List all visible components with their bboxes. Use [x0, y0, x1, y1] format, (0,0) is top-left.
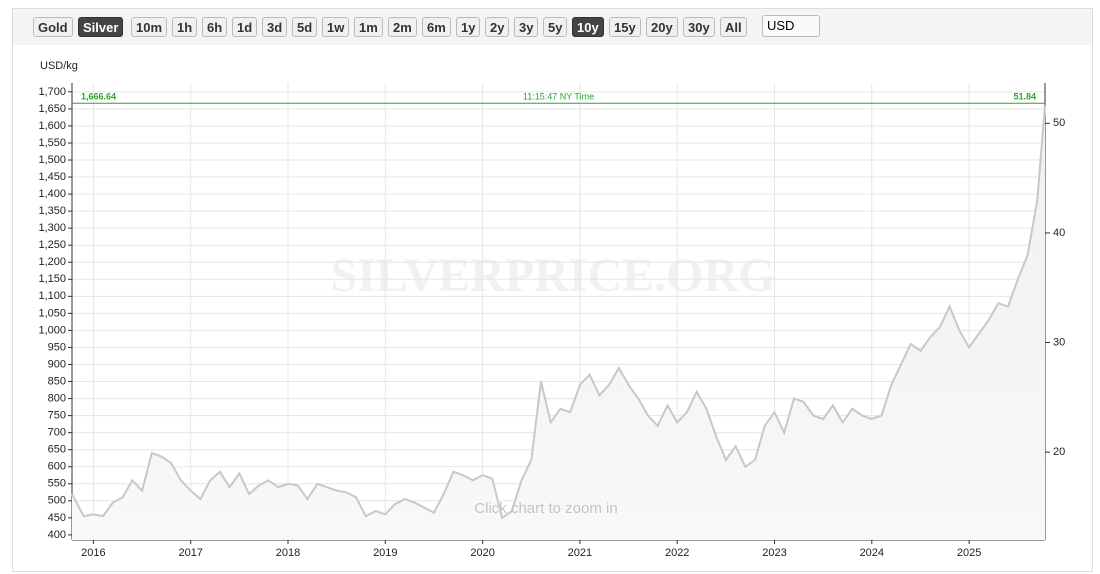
range-button[interactable]: 30y — [683, 17, 715, 37]
price-line — [71, 105, 1046, 520]
range-button[interactable]: 20y — [646, 17, 678, 37]
range-button[interactable]: 2y — [485, 17, 510, 37]
y-tick-label: 650 — [48, 444, 66, 456]
y-tick-label: 600 — [48, 461, 66, 473]
price-time: 11:15:47 NY Time — [523, 92, 594, 102]
range-button[interactable]: 3d — [262, 17, 288, 37]
y-tick-label: 1,300 — [38, 222, 66, 234]
y-tick-label: 450 — [48, 512, 66, 524]
range-button[interactable]: 1m — [354, 17, 383, 37]
range-button[interactable]: 3y — [514, 17, 539, 37]
x-tick-label: 2022 — [665, 547, 689, 559]
y-axis-title: USD/kg — [40, 60, 78, 72]
y-tick-label: 1,050 — [38, 307, 66, 319]
x-tick-label: 2021 — [568, 547, 592, 559]
y-tick-label: 1,150 — [38, 273, 66, 285]
y-tick-label: 700 — [48, 427, 66, 439]
range-button[interactable]: 15y — [609, 17, 641, 37]
y2-tick-label: 20 — [1053, 446, 1065, 458]
range-button[interactable]: 5d — [292, 17, 318, 37]
x-tick-label: 2017 — [178, 547, 202, 559]
current-price-oz: 51.84 — [1013, 92, 1036, 102]
range-button[interactable]: 10m — [131, 17, 168, 37]
range-button[interactable]: Silver — [78, 17, 124, 37]
x-tick-label: 2016 — [81, 547, 105, 559]
watermark: SILVERPRICE.ORG — [330, 249, 775, 302]
y-tick-label: 1,200 — [38, 256, 66, 268]
range-button[interactable]: 2m — [388, 17, 417, 37]
range-button[interactable]: 1y — [456, 17, 481, 37]
x-tick-label: 2019 — [373, 547, 397, 559]
y-tick-label: 1,650 — [38, 103, 66, 115]
x-tick-label: 2018 — [276, 547, 300, 559]
y-tick-label: 1,100 — [38, 290, 66, 302]
y-tick-label: 1,500 — [38, 154, 66, 166]
y-tick-label: 1,550 — [38, 137, 66, 149]
y-tick-label: 950 — [48, 341, 66, 353]
range-button[interactable]: 10y — [572, 17, 604, 37]
x-tick-label: 2020 — [470, 547, 494, 559]
x-tick-label: 2024 — [860, 547, 884, 559]
y-tick-label: 1,000 — [38, 324, 66, 336]
range-button[interactable]: Gold — [33, 17, 73, 37]
currency-select[interactable]: USD — [762, 15, 820, 37]
chart-frame: Gold Silver 10m 1h 6h 1d 3d 5d 1w 1m 2m 6m 1y 2y 3y 5y 1… — [12, 8, 1093, 572]
y-tick-label: 800 — [48, 392, 66, 404]
y2-tick-label: 30 — [1053, 336, 1065, 348]
y-tick-label: 1,700 — [38, 86, 66, 98]
area-fill — [72, 105, 1045, 540]
y-tick-label: 1,400 — [38, 188, 66, 200]
y-tick-label: 1,450 — [38, 171, 66, 183]
x-tick-label: 2023 — [762, 547, 786, 559]
range-button[interactable]: 1h — [172, 17, 198, 37]
y-tick-label: 400 — [48, 529, 66, 541]
x-tick-label: 2025 — [957, 547, 981, 559]
current-price-label: 1,666.64 — [81, 92, 116, 102]
y-tick-label: 500 — [48, 495, 66, 507]
y-tick-label: 850 — [48, 375, 66, 387]
y-tick-label: 1,600 — [38, 120, 66, 132]
range-button[interactable]: 1d — [232, 17, 258, 37]
y2-tick-label: 50 — [1053, 117, 1065, 129]
y-tick-label: 550 — [48, 478, 66, 490]
y-tick-label: 750 — [48, 410, 66, 422]
y-tick-label: 1,350 — [38, 205, 66, 217]
range-button[interactable]: 5y — [543, 17, 568, 37]
y-tick-label: 900 — [48, 358, 66, 370]
range-button[interactable]: All — [720, 17, 747, 37]
toolbar: Gold Silver 10m 1h 6h 1d 3d 5d 1w 1m 2m 6m 1y 2y 3y 5y 1… — [13, 9, 1092, 45]
y-tick-label: 1,250 — [38, 239, 66, 251]
range-button[interactable]: 1w — [322, 17, 350, 37]
y2-tick-label: 40 — [1053, 227, 1065, 239]
range-button[interactable]: 6m — [422, 17, 451, 37]
zoom-hint: Click chart to zoom in — [474, 500, 617, 517]
range-button[interactable]: 6h — [202, 17, 228, 37]
